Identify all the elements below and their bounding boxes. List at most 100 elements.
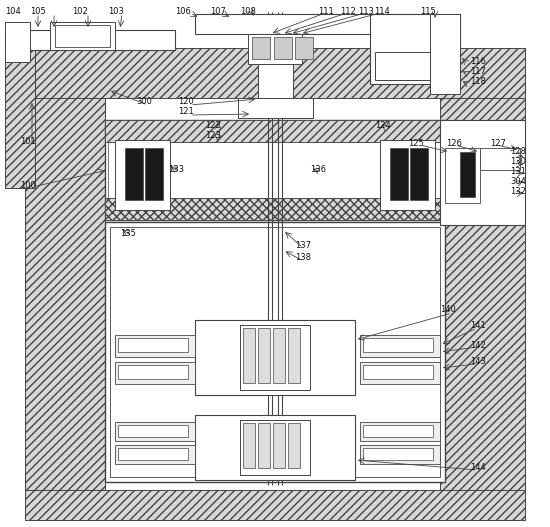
Bar <box>363 425 433 437</box>
Bar <box>118 448 188 460</box>
Bar <box>5 30 175 50</box>
Bar <box>252 37 270 59</box>
Text: 141: 141 <box>470 320 486 329</box>
Text: 116: 116 <box>470 57 486 66</box>
Bar <box>145 148 163 200</box>
Bar <box>35 30 175 50</box>
Bar <box>243 328 255 383</box>
Bar <box>105 120 445 142</box>
Bar <box>195 14 425 34</box>
Bar <box>410 148 428 200</box>
Text: 135: 135 <box>120 229 136 239</box>
Bar <box>115 422 195 441</box>
Bar <box>288 328 300 383</box>
Text: 111: 111 <box>318 6 334 15</box>
Bar <box>273 328 285 383</box>
Bar <box>260 66 291 97</box>
Text: 140: 140 <box>440 306 456 315</box>
Bar <box>258 423 270 468</box>
Bar <box>360 422 440 441</box>
Bar <box>110 227 440 477</box>
Bar <box>363 448 433 460</box>
Bar <box>243 423 255 468</box>
Text: 131: 131 <box>510 168 526 177</box>
Bar <box>118 365 188 379</box>
Text: 125: 125 <box>408 139 424 148</box>
Text: 126: 126 <box>446 139 462 148</box>
Bar <box>248 34 302 64</box>
Text: 300: 300 <box>136 97 152 106</box>
Text: 100: 100 <box>20 181 36 190</box>
Text: 136: 136 <box>310 165 326 174</box>
Bar <box>273 423 285 468</box>
Bar <box>445 148 480 203</box>
Bar <box>363 338 433 352</box>
Bar <box>440 120 525 225</box>
Bar <box>274 37 292 59</box>
Bar <box>258 64 293 99</box>
Bar <box>360 335 440 357</box>
Bar <box>295 37 313 59</box>
Bar <box>363 365 433 379</box>
Text: 121: 121 <box>178 108 194 116</box>
Text: 142: 142 <box>470 340 486 349</box>
Bar <box>430 14 460 94</box>
Text: 104: 104 <box>5 6 21 15</box>
Bar <box>108 142 442 198</box>
Text: 130: 130 <box>510 158 526 167</box>
Bar <box>288 423 300 468</box>
Bar <box>240 325 310 390</box>
Bar <box>380 140 435 210</box>
Text: 133: 133 <box>168 165 184 174</box>
Text: 124: 124 <box>375 121 390 130</box>
Text: 106: 106 <box>175 6 191 15</box>
Bar <box>25 48 525 98</box>
Bar <box>480 148 520 170</box>
Bar <box>115 362 195 384</box>
Text: 122: 122 <box>205 121 221 130</box>
Text: 120: 120 <box>178 97 194 106</box>
Bar <box>375 52 430 80</box>
Bar <box>118 425 188 437</box>
Text: 112: 112 <box>340 6 356 15</box>
Text: 128: 128 <box>510 148 526 157</box>
Text: 304: 304 <box>510 178 526 187</box>
Bar <box>258 328 270 383</box>
Bar <box>5 22 30 62</box>
Text: 144: 144 <box>470 464 486 473</box>
Text: 132: 132 <box>510 188 526 197</box>
Text: 115: 115 <box>420 6 436 15</box>
Text: 127: 127 <box>490 139 506 148</box>
Bar <box>25 90 105 490</box>
Text: 101: 101 <box>20 138 36 147</box>
Bar <box>105 198 445 220</box>
Bar <box>360 445 440 464</box>
Bar <box>5 48 35 188</box>
Text: 123: 123 <box>205 131 221 140</box>
Bar <box>105 222 445 482</box>
Text: 107: 107 <box>210 6 226 15</box>
Bar <box>115 445 195 464</box>
Bar <box>195 415 355 480</box>
Bar <box>105 120 445 220</box>
Bar <box>200 15 420 33</box>
Text: 102: 102 <box>72 6 88 15</box>
Bar <box>442 122 523 167</box>
Text: 117: 117 <box>470 67 486 76</box>
Bar <box>370 14 460 84</box>
Text: 113: 113 <box>358 6 374 15</box>
Text: 118: 118 <box>470 77 486 86</box>
Bar <box>240 420 310 475</box>
Bar <box>460 152 475 197</box>
Text: 114: 114 <box>374 6 390 15</box>
Text: 108: 108 <box>240 6 256 15</box>
Bar <box>390 148 408 200</box>
Bar <box>125 148 143 200</box>
Bar <box>378 54 428 78</box>
Bar <box>195 320 355 395</box>
Text: 103: 103 <box>108 6 124 15</box>
Bar <box>440 90 525 490</box>
Bar <box>360 362 440 384</box>
Bar <box>55 25 110 47</box>
Text: 137: 137 <box>295 240 311 249</box>
